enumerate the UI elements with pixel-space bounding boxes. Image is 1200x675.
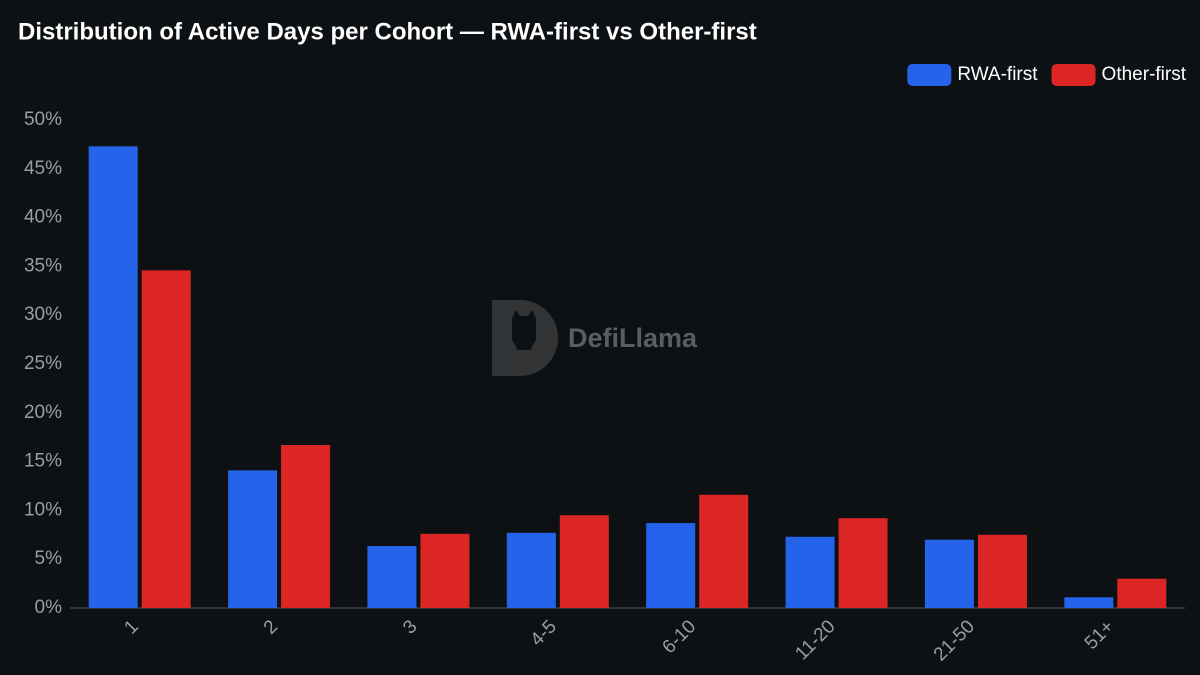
bar [977, 534, 1027, 608]
legend-label: RWA-first [957, 64, 1038, 85]
bar [1064, 597, 1114, 608]
y-tick-label: 10% [24, 499, 62, 520]
legend-label: Other-first [1102, 64, 1187, 85]
y-tick-label: 30% [24, 304, 62, 325]
bar [367, 546, 417, 608]
y-tick-label: 40% [24, 207, 62, 228]
y-tick-label: 0% [35, 597, 63, 618]
y-tick-label: 20% [24, 402, 62, 423]
bar [281, 445, 331, 608]
bar [646, 523, 696, 608]
bar [924, 539, 974, 608]
y-tick-label: 5% [35, 548, 63, 569]
bar [88, 146, 138, 609]
y-tick-label: 25% [24, 353, 62, 374]
bar [838, 518, 888, 608]
watermark-logo [492, 300, 558, 376]
bar [420, 533, 470, 608]
y-tick-label: 15% [24, 451, 62, 472]
bar [228, 470, 278, 608]
chart-title: Distribution of Active Days per Cohort —… [18, 18, 757, 45]
bar [785, 536, 835, 608]
y-tick-label: 35% [24, 255, 62, 276]
watermark-text: DefiLlama [568, 323, 698, 353]
y-tick-label: 45% [24, 158, 62, 179]
bar [506, 532, 556, 608]
y-tick-label: 50% [24, 109, 62, 130]
legend-swatch [1051, 64, 1096, 86]
bar [141, 270, 191, 608]
bar [559, 515, 609, 608]
legend-swatch [907, 64, 952, 86]
bar [1117, 578, 1167, 608]
bar [699, 494, 749, 608]
